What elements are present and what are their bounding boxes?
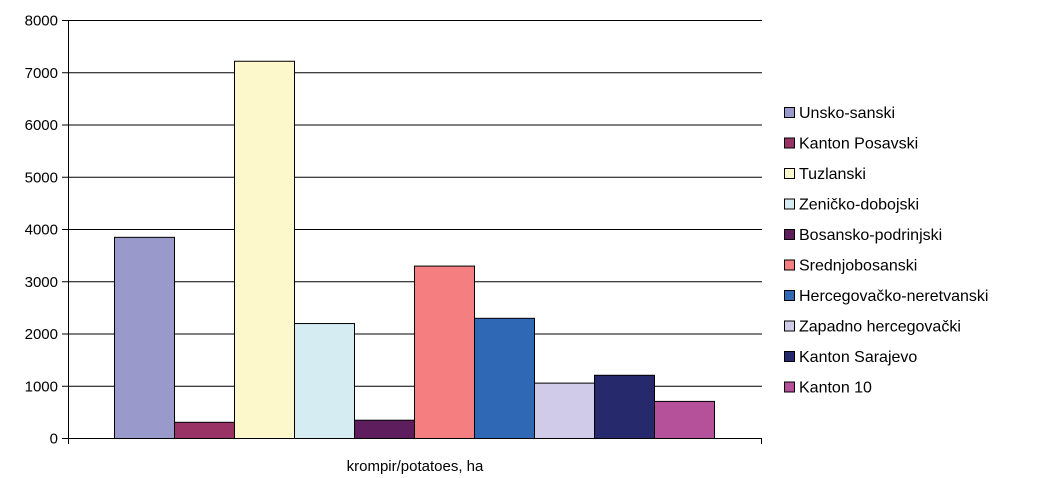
- legend-label: Zeničko-dobojski: [799, 197, 919, 214]
- bar-10: [654, 400, 715, 439]
- y-tick-label: 3000: [25, 274, 58, 291]
- bar-2: [174, 421, 235, 439]
- bar-3: [234, 60, 295, 439]
- axes: [68, 20, 762, 444]
- y-tick-labels: 0 1000 2000 3000 4000 5000 6000 7000 8000: [25, 13, 68, 448]
- bar-7: [474, 317, 535, 440]
- x-axis-title: krompir/potatoes, ha: [347, 458, 484, 475]
- legend-swatch: [784, 168, 795, 179]
- legend-swatch: [784, 107, 795, 118]
- bar-1: [114, 236, 175, 439]
- y-tick-label: 4000: [25, 222, 58, 239]
- legend-swatch: [784, 259, 795, 271]
- y-tick-label: 6000: [25, 117, 58, 134]
- bars: [114, 60, 715, 440]
- y-tick-label: 0: [50, 431, 58, 448]
- bar-6: [414, 265, 475, 440]
- legend-swatch: [784, 351, 795, 362]
- bar-8: [534, 382, 595, 439]
- legend-label: Unsko-sanski: [799, 105, 895, 122]
- legend-label: Kanton Sarajevo: [799, 349, 917, 366]
- y-tick-label: 5000: [25, 169, 58, 186]
- legend: Unsko-sanski Kanton Posavski Tuzlanski Zeni…: [784, 105, 988, 397]
- bar-5: [354, 419, 415, 439]
- y-tick-label: 1000: [25, 378, 58, 395]
- y-tick-label: 2000: [25, 326, 58, 343]
- legend-swatch: [784, 381, 795, 393]
- bar-9: [594, 374, 655, 439]
- legend-label: Kanton Posavski: [799, 136, 918, 153]
- bar-4: [294, 323, 355, 439]
- legend-label: Srednjobosanski: [799, 258, 917, 275]
- legend-swatch: [784, 290, 795, 301]
- legend-swatch: [784, 198, 795, 210]
- legend-label: Hercegovačko-neretvanski: [799, 288, 988, 305]
- legend-label: Tuzlanski: [799, 166, 866, 183]
- y-tick-label: 7000: [25, 65, 58, 82]
- legend-label: Bosansko-podrinjski: [799, 227, 942, 244]
- legend-label: Kanton 10: [799, 380, 872, 397]
- legend-swatch: [784, 320, 795, 332]
- legend-swatch: [784, 137, 795, 149]
- legend-label: Zapadno hercegovački: [799, 319, 961, 336]
- y-tick-label: 8000: [25, 13, 58, 30]
- legend-swatch: [784, 229, 795, 240]
